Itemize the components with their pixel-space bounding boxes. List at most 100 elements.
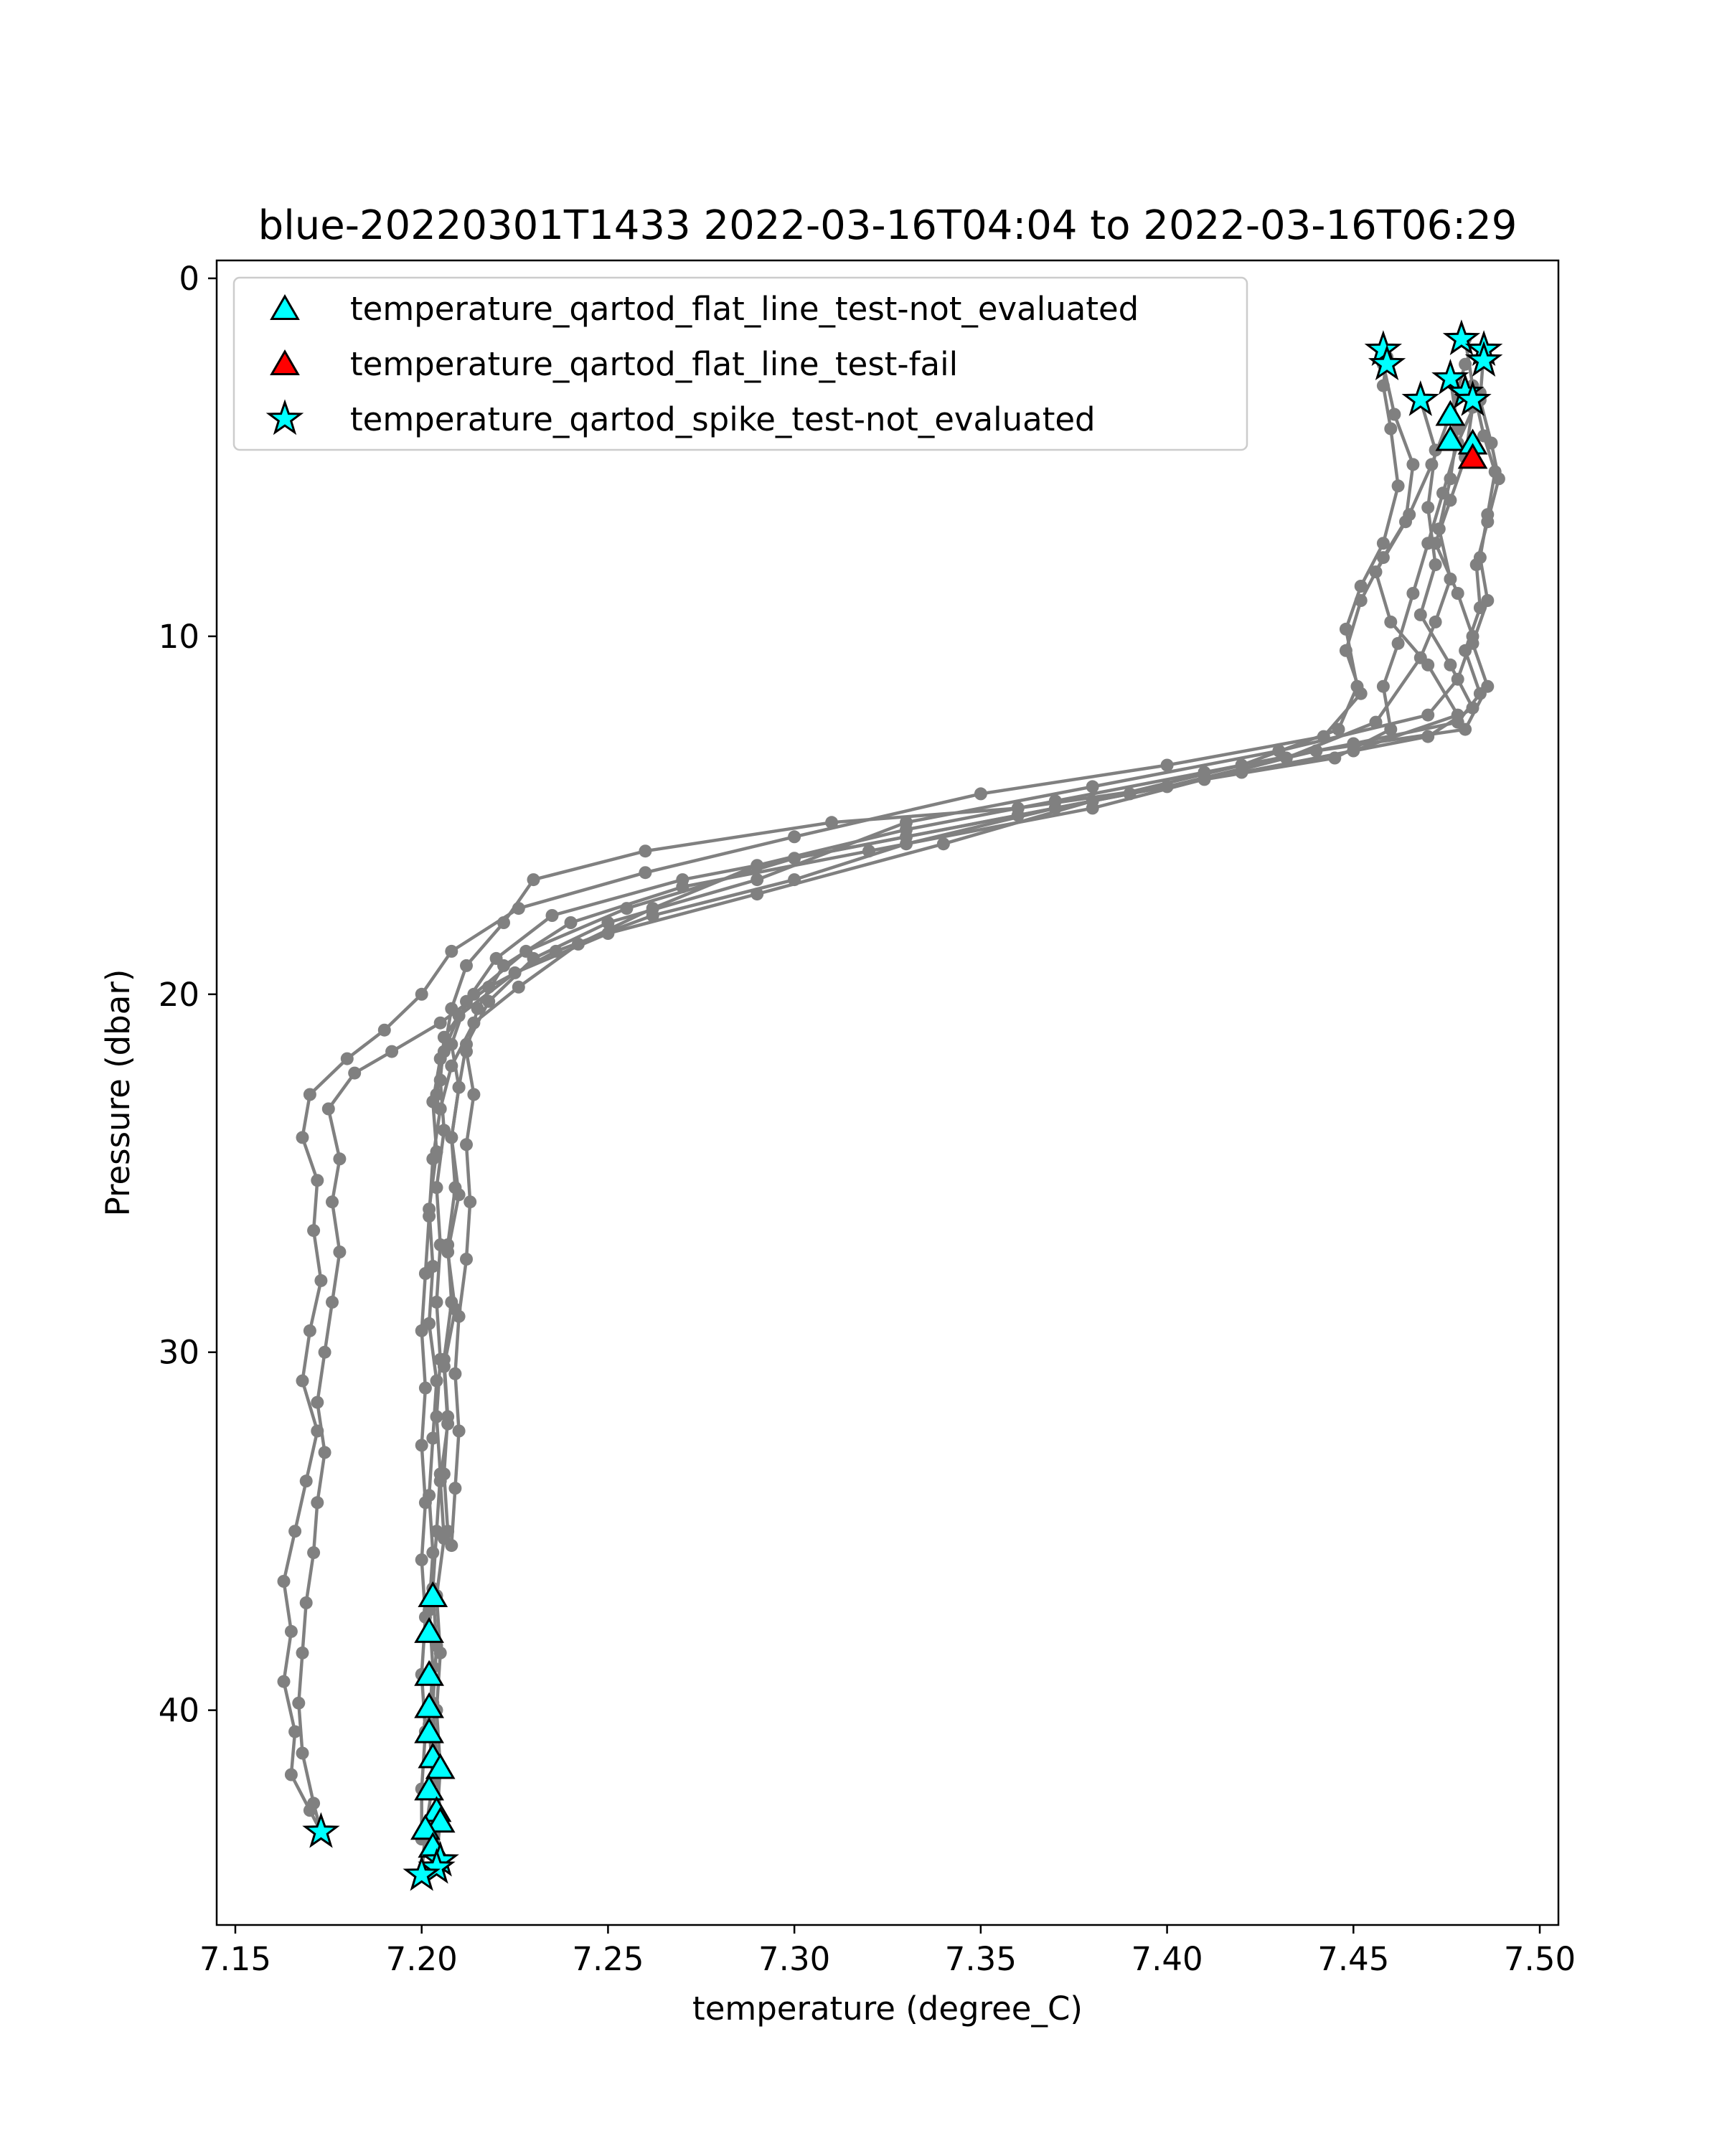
profile-point: [441, 1410, 455, 1423]
profile-point: [452, 1309, 466, 1323]
profile-point: [482, 994, 496, 1008]
star-marker: [1442, 319, 1481, 356]
profile-point: [303, 1088, 316, 1101]
profile-point: [1492, 472, 1505, 486]
profile-point: [639, 866, 652, 880]
profile-point: [445, 944, 458, 958]
triangle-marker: [1457, 443, 1488, 469]
profile-point: [1403, 508, 1416, 522]
profile-point: [418, 1496, 432, 1510]
profile-point: [288, 1725, 302, 1738]
profile-point: [415, 1553, 428, 1567]
profile-point: [333, 1152, 347, 1166]
profile-point: [1485, 436, 1498, 450]
profile-point: [974, 787, 987, 801]
profile-point: [340, 1052, 354, 1065]
profile-point: [1413, 608, 1427, 621]
x-axis: 7.15 7.20 7.25 7.30 7.35 7.40 7.45 7.50: [199, 1925, 1576, 1978]
profile-point: [445, 1059, 458, 1073]
profile-point: [1048, 801, 1062, 815]
profile-point: [1413, 651, 1427, 664]
legend: temperature_qartod_flat_line_test-not_ev…: [232, 276, 1248, 451]
triangle-marker: [410, 1814, 441, 1840]
profile-point: [452, 1081, 466, 1094]
legend-star-marker: [265, 399, 304, 436]
series-3-markers: [302, 319, 1503, 1891]
profile-point: [512, 902, 525, 915]
legend-label: temperature_qartod_spike_test-not_evalua…: [350, 400, 1096, 438]
triangle-marker: [414, 1692, 444, 1718]
profile-point: [1384, 422, 1398, 436]
profile-point: [527, 873, 540, 887]
profile-point: [321, 1102, 335, 1116]
star-marker: [1368, 344, 1406, 381]
star-marker: [403, 1855, 441, 1891]
legend-entry-3: temperature_qartod_spike_test-not_evalua…: [265, 399, 1096, 438]
profile-point: [601, 916, 615, 929]
plot-frame: [215, 259, 1560, 1926]
profile-point: [1354, 687, 1368, 700]
profile-point: [751, 873, 764, 887]
profile-point: [430, 1410, 443, 1423]
triangle-marker: [414, 1660, 444, 1686]
profile-point: [788, 830, 801, 844]
legend-triangle-marker: [270, 294, 300, 320]
profile-point: [1473, 601, 1487, 614]
profile-point: [311, 1174, 324, 1187]
x-tick-label: 7.30: [758, 1940, 830, 1978]
profile-point: [299, 1596, 313, 1609]
markers-layer: [302, 319, 1503, 1891]
profile-point: [307, 1546, 321, 1560]
triangle-marker: [418, 1581, 448, 1607]
profile-point: [1406, 587, 1420, 600]
profile-point: [426, 1152, 440, 1166]
profile-point: [296, 1746, 309, 1760]
star-marker: [418, 1847, 456, 1884]
x-tick-label: 7.25: [572, 1940, 644, 1978]
profile-point: [1406, 458, 1420, 471]
profile-point: [471, 1002, 484, 1015]
profile-line: [420, 349, 1501, 1840]
profile-point: [1466, 629, 1479, 643]
profile-point: [415, 1324, 428, 1337]
profile-point: [385, 1045, 399, 1058]
profile-point: [377, 1023, 391, 1037]
profile-point: [1451, 672, 1464, 686]
profile-point: [418, 1267, 432, 1280]
profile-point: [311, 1395, 324, 1409]
profile-point: [296, 1374, 309, 1388]
profile-point: [1391, 636, 1405, 650]
profile-point: [1160, 758, 1174, 772]
profile-point: [430, 1525, 443, 1538]
profile-point: [1388, 408, 1401, 421]
x-tick-label: 7.35: [945, 1940, 1017, 1978]
profile-point: [639, 844, 652, 858]
profile-point: [1421, 708, 1435, 722]
profile-point: [1376, 537, 1390, 550]
star-marker: [1401, 380, 1440, 416]
profile-point: [1332, 722, 1345, 736]
profile-point: [900, 837, 913, 851]
x-axis-label: temperature (degree_C): [692, 1990, 1083, 2028]
profile-point: [512, 980, 525, 994]
profile-point: [318, 1446, 331, 1459]
profile-point: [1328, 751, 1342, 765]
profile-point: [314, 1274, 328, 1287]
x-tick-label: 7.15: [199, 1940, 271, 1978]
x-tick-label: 7.20: [386, 1940, 458, 1978]
profile-point: [326, 1295, 339, 1309]
profile-point: [348, 1066, 362, 1080]
triangle-marker: [414, 1774, 444, 1801]
profile-point: [284, 1768, 298, 1781]
profile-point: [1429, 615, 1442, 629]
profile-point: [445, 1539, 458, 1553]
profile-point: [676, 880, 690, 894]
profile-point: [1354, 594, 1368, 607]
profile-point: [497, 959, 510, 972]
y-axis: 0 10 20 30 40: [159, 260, 217, 1730]
profile-point: [646, 909, 659, 922]
profile-point: [751, 859, 764, 872]
profile-point: [1354, 580, 1368, 593]
profile-9: [292, 386, 1487, 1839]
